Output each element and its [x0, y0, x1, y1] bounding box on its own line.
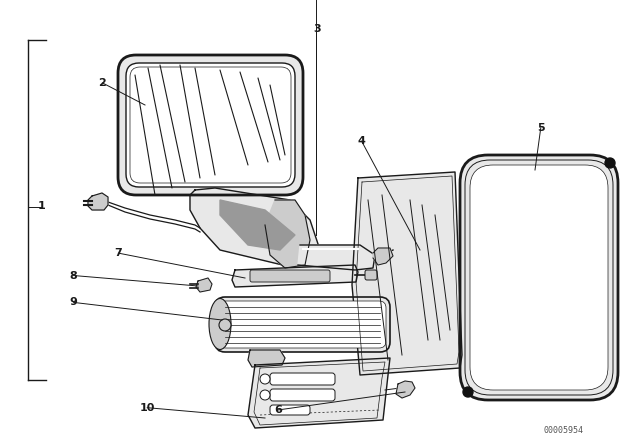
Text: 6: 6: [275, 405, 282, 415]
Text: 2: 2: [99, 78, 106, 88]
FancyBboxPatch shape: [219, 301, 386, 348]
Text: 8: 8: [70, 271, 77, 280]
Polygon shape: [196, 278, 212, 292]
Text: 4: 4: [358, 136, 365, 146]
FancyBboxPatch shape: [126, 63, 295, 187]
Text: 1: 1: [38, 201, 45, 211]
FancyBboxPatch shape: [465, 160, 613, 395]
FancyBboxPatch shape: [470, 165, 608, 390]
Text: 5: 5: [537, 123, 545, 133]
Circle shape: [463, 387, 473, 397]
Ellipse shape: [209, 298, 231, 349]
Polygon shape: [352, 172, 462, 375]
Ellipse shape: [219, 319, 231, 331]
Polygon shape: [248, 358, 390, 428]
FancyBboxPatch shape: [270, 389, 335, 401]
Polygon shape: [88, 193, 108, 210]
Polygon shape: [373, 248, 393, 265]
Text: 00005954: 00005954: [543, 426, 583, 435]
Text: 10: 10: [140, 403, 155, 413]
Circle shape: [605, 158, 615, 168]
FancyBboxPatch shape: [250, 270, 330, 282]
Polygon shape: [248, 350, 285, 367]
FancyBboxPatch shape: [365, 270, 377, 280]
FancyBboxPatch shape: [460, 155, 618, 400]
Text: 3: 3: [313, 24, 321, 34]
FancyBboxPatch shape: [118, 55, 303, 195]
Circle shape: [260, 374, 270, 384]
Polygon shape: [298, 245, 375, 270]
Circle shape: [260, 390, 270, 400]
FancyBboxPatch shape: [215, 297, 390, 352]
Polygon shape: [396, 381, 415, 398]
FancyBboxPatch shape: [270, 373, 335, 385]
FancyBboxPatch shape: [130, 67, 291, 183]
Text: 7: 7: [115, 248, 122, 258]
FancyBboxPatch shape: [270, 405, 310, 415]
Polygon shape: [190, 188, 320, 268]
Polygon shape: [265, 200, 310, 268]
Polygon shape: [220, 200, 295, 250]
Polygon shape: [232, 265, 358, 287]
Text: 9: 9: [70, 297, 77, 307]
